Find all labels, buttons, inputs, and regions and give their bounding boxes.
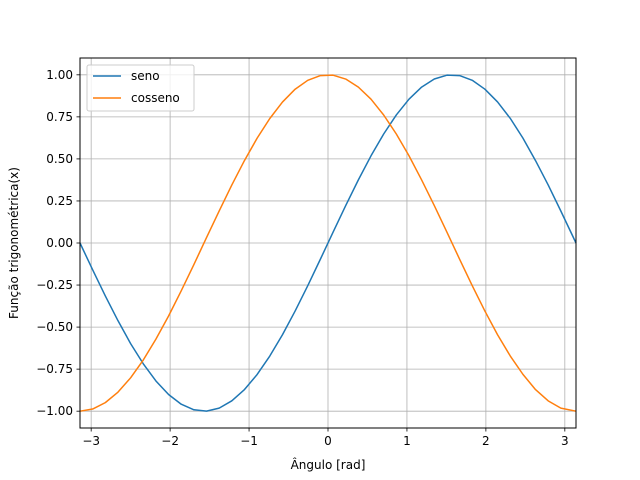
y-tick-label: 0.50 bbox=[46, 152, 73, 166]
x-tick-label: 1 bbox=[403, 434, 411, 448]
y-tick-label: 0.75 bbox=[46, 110, 73, 124]
legend-label-seno: seno bbox=[131, 69, 160, 83]
legend-label-cosseno: cosseno bbox=[131, 91, 180, 105]
x-tick-label: 3 bbox=[561, 434, 569, 448]
x-tick-label: −2 bbox=[161, 434, 179, 448]
y-tick-label: −0.50 bbox=[36, 320, 73, 334]
series-line-cosseno bbox=[79, 74, 577, 412]
y-tick-label: 0.00 bbox=[46, 236, 73, 250]
y-axis-ticks: −1.00 −0.75 −0.50 −0.25 0.00 0.25 0.50 0.75 1.00 bbox=[36, 68, 80, 418]
x-axis-ticks: −3 −2 −1 0 1 2 3 bbox=[82, 428, 569, 448]
x-tick-label: −1 bbox=[240, 434, 258, 448]
y-tick-label: −1.00 bbox=[36, 404, 73, 418]
legend: seno cosseno bbox=[86, 64, 195, 112]
x-tick-label: 0 bbox=[324, 434, 332, 448]
series-group bbox=[79, 74, 577, 412]
y-tick-label: 0.25 bbox=[46, 194, 73, 208]
x-axis-label: Ângulo [rad] bbox=[291, 457, 366, 472]
x-tick-label: −3 bbox=[82, 434, 100, 448]
y-tick-label: −0.25 bbox=[36, 278, 73, 292]
y-tick-label: 1.00 bbox=[46, 68, 73, 82]
series-line-seno bbox=[79, 74, 577, 412]
x-tick-label: 2 bbox=[482, 434, 490, 448]
y-axis-label: Função trigonométrica(x) bbox=[7, 167, 21, 319]
y-tick-label: −0.75 bbox=[36, 362, 73, 376]
